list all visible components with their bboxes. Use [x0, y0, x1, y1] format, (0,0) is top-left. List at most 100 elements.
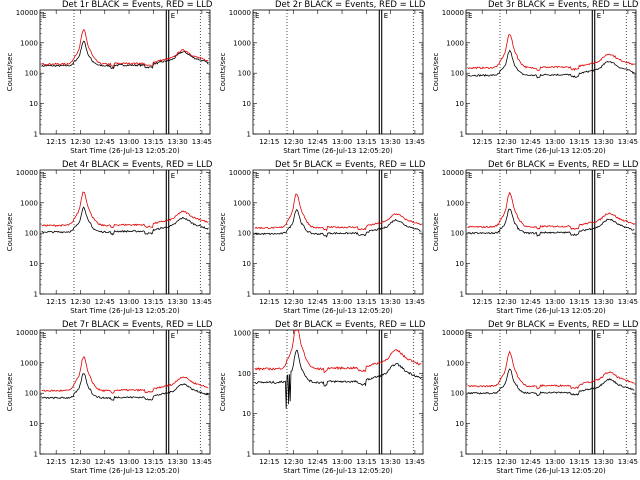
plot-frame [252, 169, 424, 295]
x-tick-label: 12:15 [259, 458, 279, 466]
series-lld [467, 350, 635, 390]
x-tick-label: 12:30 [283, 138, 303, 146]
x-axis-label: Start Time (26-Jul-13 12:05:20) [70, 467, 180, 475]
flag-label: E [384, 332, 388, 340]
y-tick-label: 1000 [446, 359, 464, 367]
panel-8: Det 8r BLACK = Events, RED = LLD 1 10 100 10… [219, 320, 426, 475]
x-tick-label: 12:15 [259, 138, 279, 146]
y-tick-label: 10 [242, 100, 251, 108]
x-axis-label: Start Time (26-Jul-13 12:05:20) [70, 307, 180, 315]
x-tick-label: 12:30 [496, 298, 516, 306]
series-lld [467, 191, 635, 230]
panel-4: Det 4r BLACK = Events, RED = LLD 1 10 100 10… [6, 160, 213, 315]
series-events [41, 40, 209, 70]
x-tick-label: 13:15 [356, 298, 376, 306]
x-tick-label: 13:30 [381, 298, 401, 306]
x-tick-label: 13:00 [332, 458, 352, 466]
x-tick-label: 13:45 [618, 458, 638, 466]
y-axis-label: Counts/sec [432, 373, 440, 412]
panel-5: Det 5r BLACK = Events, RED = LLD 1 10 100 10… [219, 160, 426, 315]
panel-title: Det 6r BLACK = Events, RED = LLD [488, 160, 639, 170]
x-tick-label: 12:45 [95, 458, 115, 466]
x-tick-label: 13:30 [168, 138, 188, 146]
series-lld [41, 356, 209, 394]
flag-label: E [597, 332, 601, 340]
x-tick-label: 13:30 [594, 138, 614, 146]
y-tick-label: 100 [451, 230, 464, 238]
y-tick-label: 1000 [20, 39, 38, 47]
x-tick-label: 13:15 [569, 138, 589, 146]
series-events [254, 349, 422, 409]
y-tick-label: 1 [34, 451, 38, 459]
x-tick-label: 13:30 [168, 298, 188, 306]
plot-frame [465, 329, 637, 455]
x-tick-label: 13:15 [356, 138, 376, 146]
plot-frame [252, 329, 424, 455]
x-tick-label: 13:00 [119, 458, 139, 466]
panel-title: Det 2r BLACK = Events, RED = LLD [275, 0, 426, 10]
flag-label: E [468, 12, 472, 20]
flag-label: E [42, 12, 46, 20]
y-axis-label: Counts/sec [6, 373, 14, 412]
x-tick-label: 12:45 [521, 458, 541, 466]
y-axis-label: Counts/sec [219, 213, 227, 252]
x-tick-label: 13:45 [618, 298, 638, 306]
x-tick-label: 12:30 [496, 458, 516, 466]
y-tick-label: 100 [238, 230, 251, 238]
plot-frame [39, 9, 211, 135]
x-tick-label: 13:15 [569, 458, 589, 466]
flag-label: E [597, 12, 601, 20]
panel-title: Det 3r BLACK = Events, RED = LLD [488, 0, 639, 10]
y-tick-label: 100 [451, 390, 464, 398]
y-tick-label: 1000 [446, 39, 464, 47]
panel-2: Det 2r BLACK = Events, RED = LLD 1 10 100 10… [219, 0, 426, 155]
y-axis-label: Counts/sec [219, 373, 227, 412]
panel-title: Det 8r BLACK = Events, RED = LLD [275, 320, 426, 330]
x-tick-label: 13:00 [119, 298, 139, 306]
series-events [467, 49, 635, 79]
x-tick-label: 13:15 [569, 298, 589, 306]
y-tick-label: 10000 [442, 9, 464, 17]
y-tick-label: 1 [34, 131, 38, 139]
x-tick-label: 13:00 [332, 298, 352, 306]
flag-label: E [384, 172, 388, 180]
panel-title: Det 1r BLACK = Events, RED = LLD [62, 0, 213, 10]
y-tick-label: 10 [29, 100, 38, 108]
x-tick-label: 13:45 [405, 298, 425, 306]
series-events [467, 208, 635, 237]
x-tick-label: 12:15 [46, 298, 66, 306]
x-tick-label: 12:45 [521, 298, 541, 306]
panel-title: Det 4r BLACK = Events, RED = LLD [62, 160, 213, 170]
x-tick-label: 12:15 [259, 298, 279, 306]
panel-title: Det 5r BLACK = Events, RED = LLD [275, 160, 426, 170]
y-tick-label: 1000 [20, 359, 38, 367]
y-tick-label: 10000 [229, 169, 251, 177]
y-tick-label: 10000 [229, 9, 251, 17]
y-tick-label: 1000 [446, 199, 464, 207]
x-tick-label: 12:45 [308, 458, 328, 466]
x-axis-label: Start Time (26-Jul-13 12:05:20) [496, 147, 606, 155]
flag-label: E [171, 172, 175, 180]
x-tick-label: 12:45 [308, 138, 328, 146]
x-tick-label: 13:45 [192, 298, 212, 306]
series-lld [254, 330, 422, 374]
series-lld [254, 193, 422, 232]
y-tick-label: 10 [455, 100, 464, 108]
x-tick-label: 12:15 [472, 138, 492, 146]
flag-label: E [255, 12, 259, 20]
x-tick-label: 13:30 [594, 298, 614, 306]
flag-label: E [255, 172, 259, 180]
y-tick-label: 10000 [16, 329, 38, 337]
y-tick-label: 1000 [233, 330, 251, 338]
y-axis-label: Counts/sec [432, 213, 440, 252]
x-axis-label: Start Time (26-Jul-13 12:05:20) [283, 467, 393, 475]
x-tick-label: 12:30 [496, 138, 516, 146]
flag-label: E [42, 332, 46, 340]
y-tick-label: 1 [460, 131, 464, 139]
series-events [41, 373, 209, 401]
panel-1: Det 1r BLACK = Events, RED = LLD 1 10 100 10… [6, 0, 213, 155]
panel-3: Det 3r BLACK = Events, RED = LLD 1 10 100 10… [432, 0, 639, 155]
y-tick-label: 10000 [442, 329, 464, 337]
plot-frame [465, 9, 637, 135]
y-tick-label: 10000 [442, 169, 464, 177]
